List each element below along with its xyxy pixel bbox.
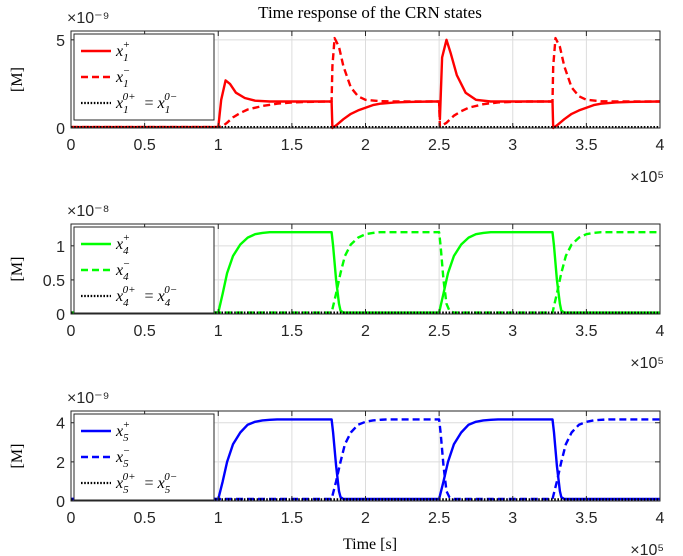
panel-1-xtick-label: 1 xyxy=(214,137,223,154)
legend-subscript: 4 xyxy=(123,271,129,283)
panel-3-xtick-label: 0.5 xyxy=(134,510,156,527)
legend-superscript-rhs: 0− xyxy=(164,284,177,296)
panel-2-xtick-label: 3 xyxy=(508,323,517,340)
panel-1-xtick-label: 3.5 xyxy=(575,137,597,154)
panel-1-ytick-label: 5 xyxy=(56,33,65,50)
panel-2-xtick-label: 0 xyxy=(67,323,76,340)
panel-2-y-axis-label: [M] xyxy=(9,257,26,282)
panel-3-xtick-label: 4 xyxy=(656,510,665,527)
panel-2-xtick-label: 0.5 xyxy=(134,323,156,340)
legend-subscript: 5 xyxy=(123,484,129,496)
panel-1-xtick-label: 3 xyxy=(508,137,517,154)
legend-superscript-rhs: 0− xyxy=(164,471,177,483)
legend-subscript-rhs: 1 xyxy=(165,104,171,116)
legend-subscript: 1 xyxy=(123,78,129,90)
panel-2-xtick-label: 2 xyxy=(361,323,370,340)
legend-superscript: + xyxy=(123,232,130,244)
panel-1-xtick-label: 0.5 xyxy=(134,137,156,154)
panel-2-xtick-label: 4 xyxy=(656,323,665,340)
panel-3-y-exponent-label: ×10⁻⁹ xyxy=(67,390,109,407)
panel-2-ytick-label: 0.5 xyxy=(43,273,65,290)
legend-subscript: 4 xyxy=(123,245,129,257)
legend-subscript: 5 xyxy=(123,458,129,470)
figure-title: Time response of the CRN states xyxy=(258,3,482,22)
panel-1-ytick-label: 0 xyxy=(56,121,65,138)
legend-superscript: − xyxy=(123,445,130,457)
panel-2-xtick-label: 3.5 xyxy=(575,323,597,340)
legend-subscript-rhs: 4 xyxy=(165,297,171,309)
panel-3-x-exponent-label: ×10⁵ xyxy=(630,542,664,556)
panel-1-xtick-label: 0 xyxy=(67,137,76,154)
legend-equals: = xyxy=(141,475,158,492)
panel-3-xtick-label: 2.5 xyxy=(428,510,450,527)
panel-1-xtick-label: 4 xyxy=(656,137,665,154)
legend-subscript: 1 xyxy=(123,104,129,116)
panel-3-legend: x5+x5−x50+ = x50− xyxy=(74,414,214,500)
panel-2-ytick-label: 0 xyxy=(56,307,65,324)
legend-equals: = xyxy=(141,288,158,305)
legend-subscript: 5 xyxy=(123,432,129,444)
panel-1-xtick-label: 2.5 xyxy=(428,137,450,154)
panel-1-x-exponent-label: ×10⁵ xyxy=(630,169,664,186)
panel-2-xtick-label: 2.5 xyxy=(428,323,450,340)
panel-2: 0 0.5 1 1.5 2 2.5 3 3.5 4 0 0.5 1 ×10⁻⁸ ×10⁵ [M] x4+x4−… xyxy=(9,203,665,372)
legend-superscript: 0+ xyxy=(123,284,136,296)
panel-3-y-axis-label: [M] xyxy=(9,444,26,469)
panel-3-xtick-label: 0 xyxy=(67,510,76,527)
panel-3: 0 0.5 1 1.5 2 2.5 3 3.5 4024×10⁻⁹×10⁵[M]x5+x5−x5… xyxy=(9,390,665,556)
panel-3-xtick-label: 2 xyxy=(361,510,370,527)
panel-1-legend: x1+x1−x10+ = x10− xyxy=(74,34,214,120)
panel-1-xtick-label: 2 xyxy=(361,137,370,154)
legend-superscript-rhs: 0− xyxy=(164,91,177,103)
legend-subscript-rhs: 5 xyxy=(165,484,171,496)
legend-superscript: 0+ xyxy=(123,91,136,103)
panel-2-xtick-label: 1 xyxy=(214,323,223,340)
legend-superscript: 0+ xyxy=(123,471,136,483)
legend-equals: = xyxy=(141,95,158,112)
legend-superscript: − xyxy=(123,65,130,77)
panel-1-y-axis-label: [M] xyxy=(9,67,26,92)
legend-superscript: + xyxy=(123,419,130,431)
panel-3-xtick-label: 1 xyxy=(214,510,223,527)
panel-3-xtick-label: 3.5 xyxy=(575,510,597,527)
legend-superscript: − xyxy=(123,258,130,270)
panel-1-y-exponent-label: ×10⁻⁹ xyxy=(67,10,109,27)
panel-2-ytick-label: 1 xyxy=(56,239,65,256)
panel-3-xtick-label: 1.5 xyxy=(281,510,303,527)
x-axis-label: Time [s] xyxy=(343,536,397,553)
legend-subscript: 4 xyxy=(123,297,129,309)
panel-2-x-exponent-label: ×10⁵ xyxy=(630,355,664,372)
panel-2-xtick-label: 1.5 xyxy=(281,323,303,340)
legend-superscript: + xyxy=(123,39,130,51)
legend-subscript: 1 xyxy=(123,52,129,64)
panel-3-xtick-label: 3 xyxy=(508,510,517,527)
panel-3-ytick-label: 0 xyxy=(56,494,65,511)
panel-3-ytick-label: 4 xyxy=(56,416,65,433)
panel-2-legend: x4+x4−x40+ = x40− xyxy=(74,227,214,313)
panel-1-xtick-label: 1.5 xyxy=(281,137,303,154)
panel-1: 0 0.5 1 1.5 2 2.5 3 3.5 4 0 5×10⁻⁹ ×10⁵ [M] x1+x1−x10… xyxy=(9,10,665,186)
panel-3-ytick-label: 2 xyxy=(56,455,65,472)
panel-2-y-exponent-label: ×10⁻⁸ xyxy=(67,203,109,220)
